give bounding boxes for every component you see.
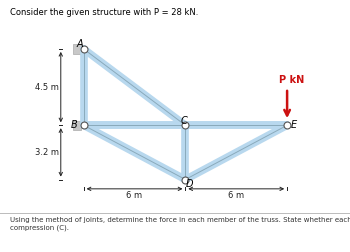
- Text: D: D: [186, 179, 193, 189]
- Text: 6 m: 6 m: [228, 191, 244, 200]
- Bar: [73, 121, 80, 130]
- Text: A: A: [76, 39, 83, 49]
- Text: B: B: [71, 120, 78, 130]
- Text: E: E: [290, 120, 296, 130]
- Text: Consider the given structure with P = 28 kN.: Consider the given structure with P = 28…: [10, 8, 199, 17]
- Text: 6 m: 6 m: [126, 191, 142, 200]
- Text: 3.2 m: 3.2 m: [35, 148, 59, 157]
- Text: Using the method of joints, determine the force in each member of the truss. Sta: Using the method of joints, determine th…: [10, 217, 350, 231]
- Text: C: C: [180, 115, 187, 125]
- Text: 4.5 m: 4.5 m: [35, 83, 59, 92]
- Text: P kN: P kN: [279, 75, 304, 85]
- Bar: [73, 44, 80, 54]
